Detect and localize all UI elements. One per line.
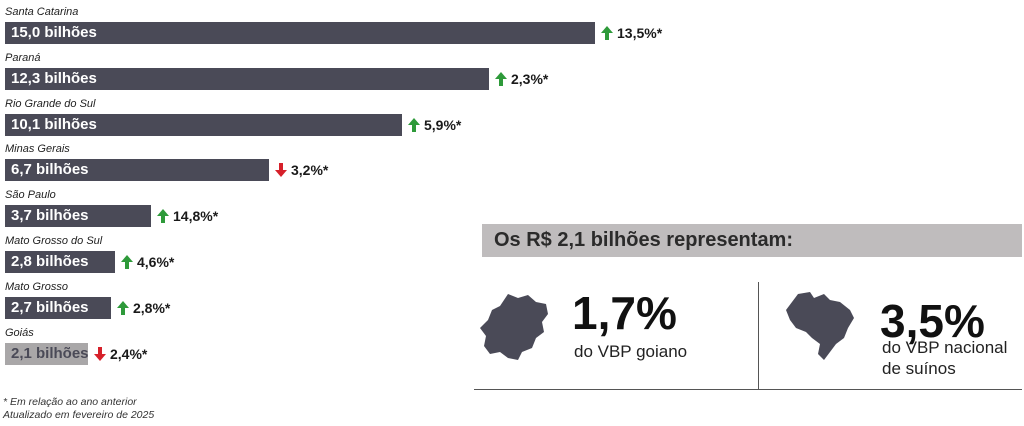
arrow-up-icon xyxy=(601,26,613,40)
bar: 15,0 bilhões xyxy=(5,22,595,44)
change-label: 13,5%* xyxy=(601,22,662,44)
arrow-up-icon xyxy=(495,71,507,86)
change-label: 14,8%* xyxy=(157,205,218,227)
brazil-map-icon xyxy=(786,292,854,360)
state-label: Mato Grosso xyxy=(5,280,68,293)
change-value: 2,8%* xyxy=(133,299,171,316)
panel-title: Os R$ 2,1 bilhões representam: xyxy=(482,224,1022,257)
state-label: Rio Grande do Sul xyxy=(5,97,96,110)
change-label: 5,9%* xyxy=(408,114,461,136)
bar: 2,8 bilhões xyxy=(5,251,115,273)
change-value: 13,5%* xyxy=(617,25,663,41)
panel-divider-vertical xyxy=(758,282,759,390)
bar-chart: Santa Catarina 15,0 bilhões 13,5%* Paraná 12… xyxy=(5,6,662,365)
national-share-value: 3,5% xyxy=(880,295,985,347)
change-label: 2,4%* xyxy=(94,343,147,365)
national-share-caption-line1: do VBP nacional xyxy=(882,338,1008,357)
panel-divider-horizontal xyxy=(474,389,1022,390)
state-label: Paraná xyxy=(5,51,41,64)
change-value: 3,2%* xyxy=(291,162,329,179)
arrow-up-icon xyxy=(408,117,420,132)
arrow-up-icon xyxy=(117,300,129,315)
arrow-down-icon xyxy=(275,163,287,178)
arrow-up-icon xyxy=(121,255,133,269)
bar: 2,7 bilhões xyxy=(5,296,111,319)
state-label: São Paulo xyxy=(5,189,56,202)
goias-map-icon xyxy=(480,294,548,360)
arrow-down-icon xyxy=(94,346,106,361)
change-value: 2,3%* xyxy=(511,70,549,87)
goias-share-caption: do VBP goiano xyxy=(574,342,688,361)
bar: 3,7 bilhões xyxy=(5,205,151,228)
change-label: 2,3%* xyxy=(495,68,548,90)
bar: 12,3 bilhões xyxy=(5,67,489,90)
arrow-up-icon xyxy=(157,209,169,224)
state-label: Goiás xyxy=(5,326,34,339)
state-label: Mato Grosso do Sul xyxy=(5,235,103,247)
change-label: 2,8%* xyxy=(117,297,170,319)
state-label: Minas Gerais xyxy=(5,143,70,156)
bar: 2,1 bilhões xyxy=(5,342,89,365)
change-label: 3,2%* xyxy=(275,159,328,181)
change-value: 14,8%* xyxy=(173,208,219,225)
footnotes: * Em relação ao ano anterior Atualizado … xyxy=(3,396,154,422)
state-label: Santa Catarina xyxy=(5,6,79,18)
footnote-comparison: * Em relação ao ano anterior xyxy=(3,396,137,408)
change-value: 4,6%* xyxy=(137,254,175,270)
national-share-caption-line2: de suínos xyxy=(882,359,956,378)
goias-share-value: 1,7% xyxy=(572,287,677,339)
bar: 6,7 bilhões xyxy=(5,159,269,182)
change-value: 2,4%* xyxy=(110,345,148,362)
bar: 10,1 bilhões xyxy=(5,113,402,136)
footnote-updated: Atualizado em fevereiro de 2025 xyxy=(3,409,155,421)
change-value: 5,9%* xyxy=(424,116,462,133)
stats-panel: 1,7% do VBP goiano 3,5% do VBP nacional … xyxy=(474,282,1022,390)
change-label: 4,6%* xyxy=(121,251,174,273)
